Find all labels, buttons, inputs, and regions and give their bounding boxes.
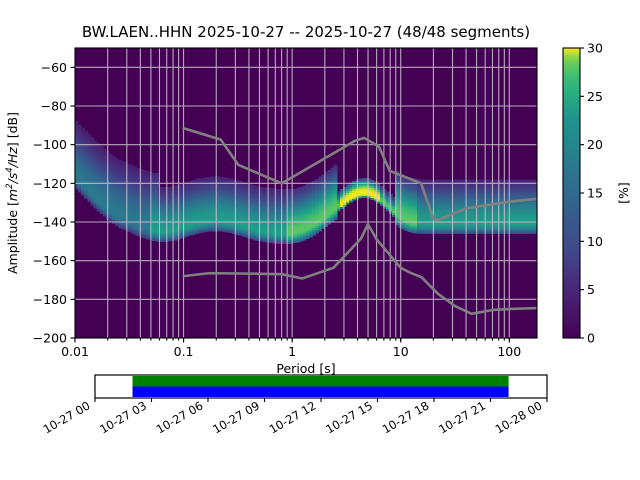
data-availability-bar — [132, 386, 509, 397]
colorbar-tick-label: 0 — [587, 331, 595, 346]
colorbar-tick-label: 30 — [587, 41, 603, 56]
colorbar: 0 5 10 15 20 25 30 [%] — [562, 41, 631, 346]
y-axis-tick-label: −160 — [33, 253, 67, 268]
x-axis-tick-label: 0.01 — [61, 344, 89, 359]
x-axis-tick-label: 10 — [393, 344, 409, 359]
colorbar-tick-label: 5 — [587, 282, 595, 297]
plot-frame — [74, 47, 538, 339]
axis-ticks — [70, 66, 510, 343]
low-noise-model-curve — [182, 222, 537, 316]
y-axis-tick-label: −180 — [33, 292, 67, 307]
y-axis-tick-label: −80 — [41, 99, 67, 114]
y-axis-label: Amplitude [m2/s4/Hz] [dB] — [5, 112, 20, 274]
y-axis-tick-label: −60 — [41, 60, 67, 75]
ppsd-plot-area: 0.01 0.1 1 10 100 −60 −80 −100 −120 −140 −160 −180 −… — [5, 47, 538, 376]
colorbar-tick-label: 20 — [587, 137, 603, 152]
colorbar-tick-label: 15 — [587, 186, 603, 201]
colorbar-gradient — [563, 48, 580, 338]
y-axis-tick-label: −100 — [33, 137, 67, 152]
high-noise-model-curve — [182, 126, 537, 222]
y-axis-tick-label: −140 — [33, 215, 67, 230]
psd-coverage-bar — [132, 376, 509, 387]
page-title: BW.LAEN..HHN 2025-10-27 -- 2025-10-27 (4… — [82, 23, 530, 41]
colorbar-tick-label: 25 — [587, 89, 603, 104]
colorbar-label: [%] — [616, 182, 631, 204]
x-axis-label: Period [s] — [276, 361, 335, 376]
y-axis-tick-label: −120 — [33, 176, 67, 191]
y-axis-tick-label: −200 — [33, 331, 67, 346]
x-axis-tick-label: 1 — [288, 344, 296, 359]
x-axis-tick-label: 100 — [497, 344, 521, 359]
x-axis-tick-label: 0.1 — [174, 344, 194, 359]
colorbar-tick-label: 10 — [587, 234, 603, 249]
